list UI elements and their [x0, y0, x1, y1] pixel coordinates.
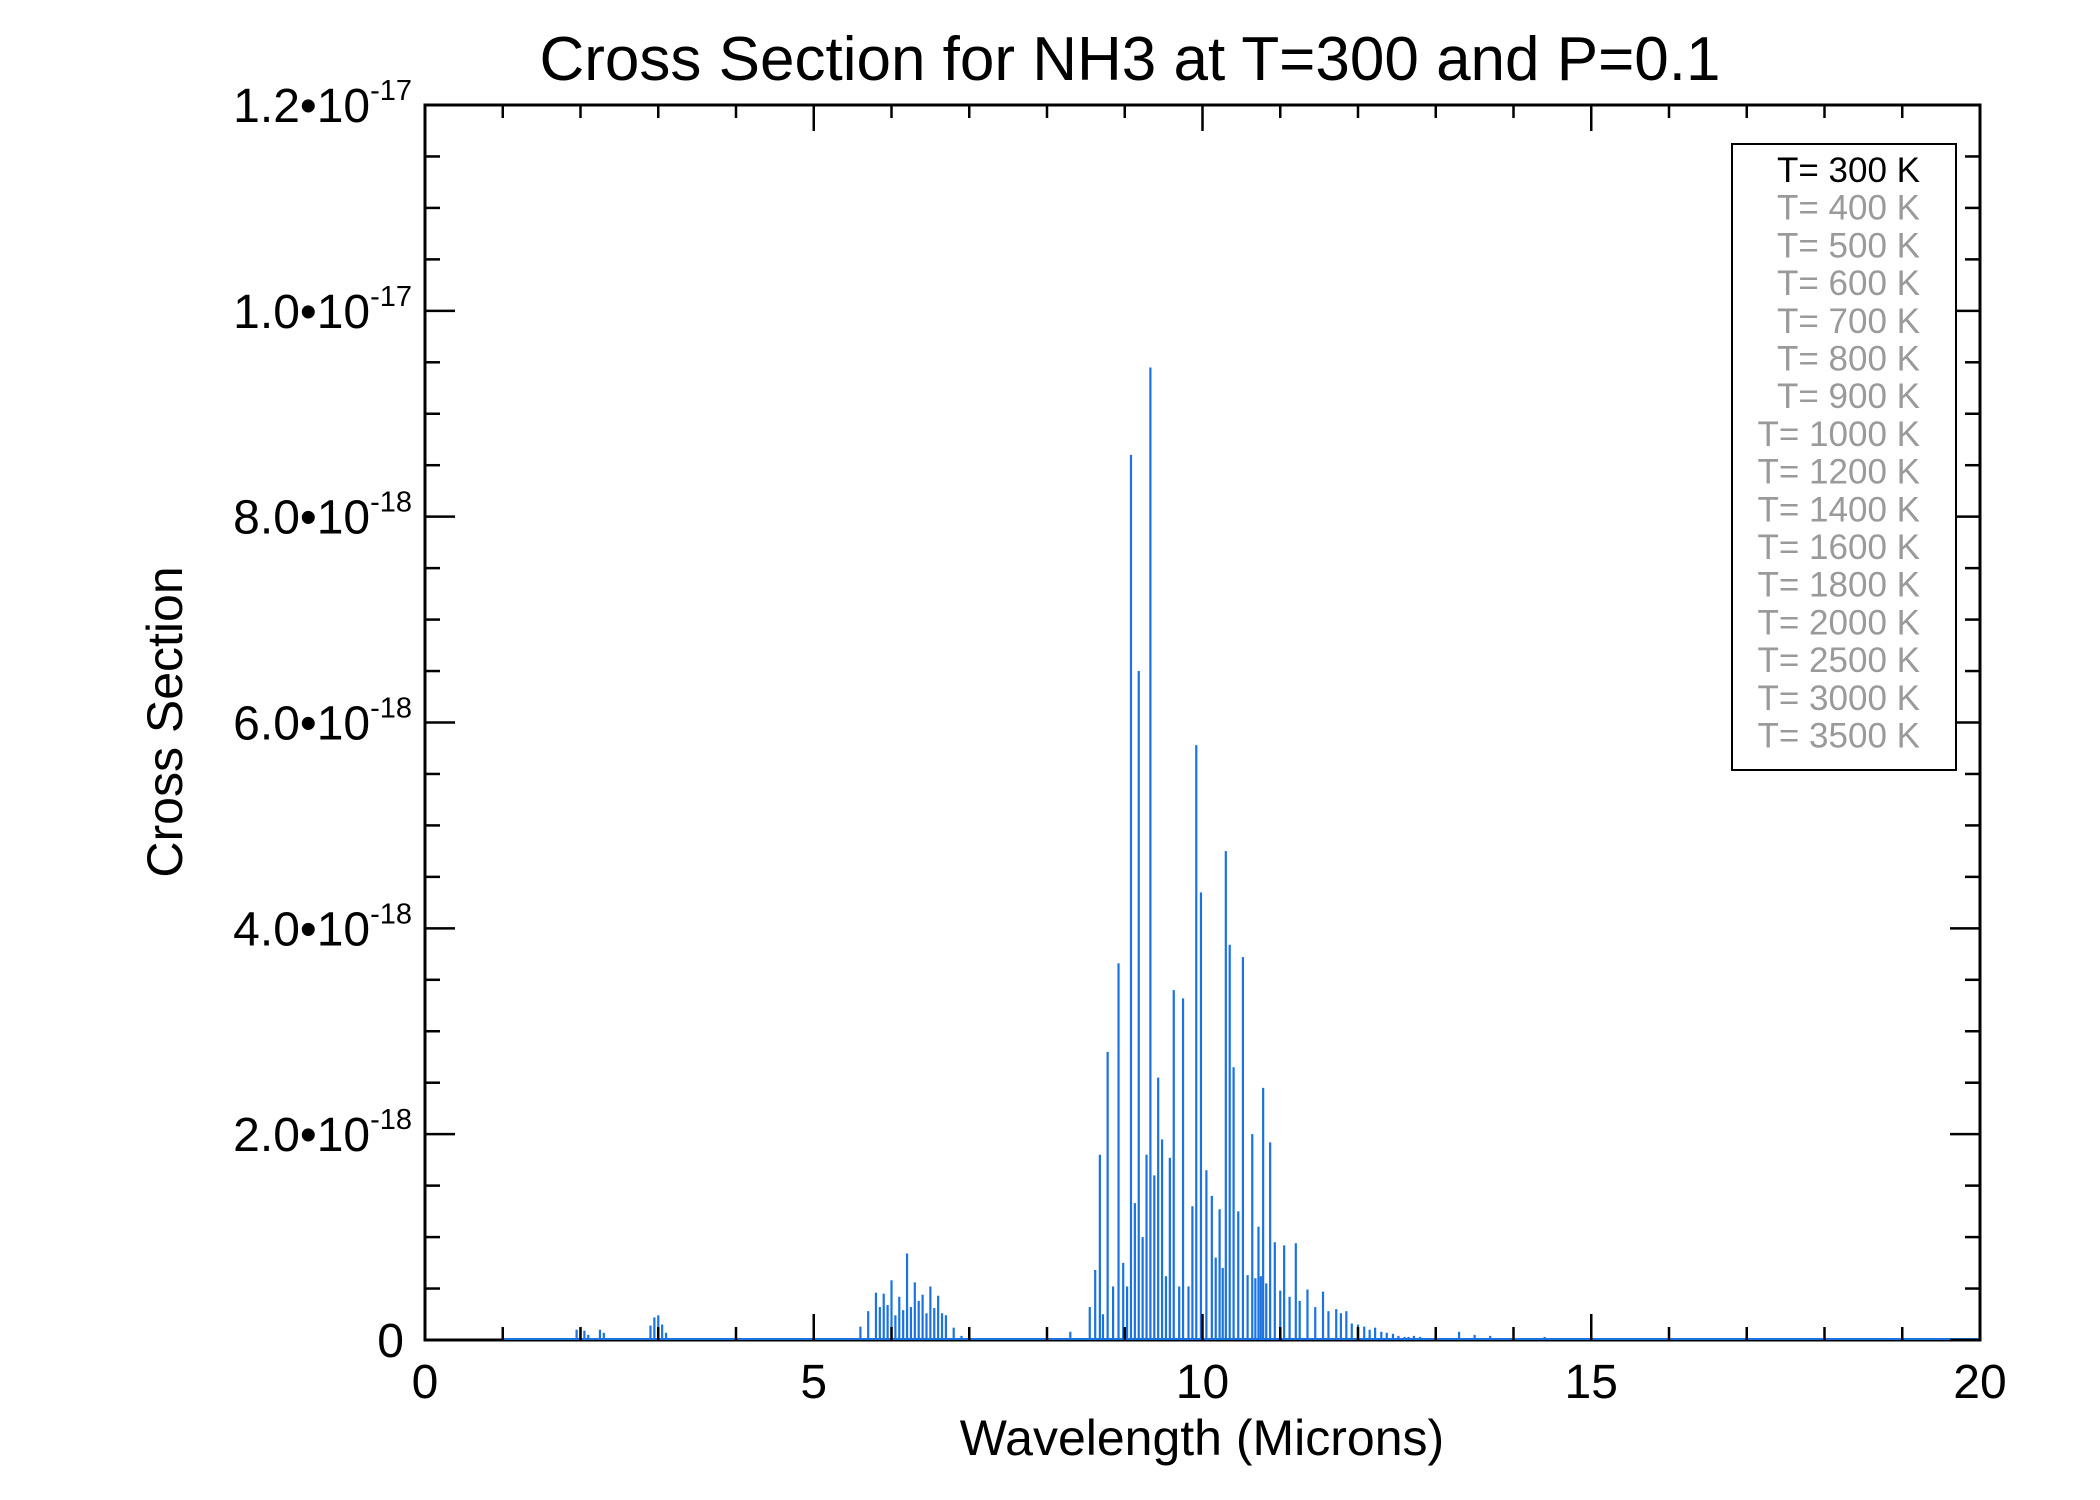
legend-entry: T= 1600 K	[1758, 528, 1920, 567]
y-axis-label: Cross Section	[137, 566, 193, 877]
chart-title: Cross Section for NH3 at T=300 and P=0.1	[540, 25, 1721, 94]
x-tick-label: 15	[1565, 1356, 1618, 1409]
x-tick-label: 0	[412, 1356, 439, 1409]
legend-entry: T= 1400 K	[1758, 490, 1920, 529]
y-tick-label: 6.0•10-18	[233, 693, 412, 751]
legend-entry: T= 1000 K	[1758, 415, 1920, 454]
legend-entry: T= 1800 K	[1758, 566, 1920, 605]
y-tick-exponent: -17	[370, 75, 412, 107]
legend-entry: T= 700 K	[1777, 302, 1920, 341]
legend-entry: T= 800 K	[1777, 340, 1920, 379]
series-group	[501, 367, 1982, 1340]
y-tick-label: 1.0•10-17	[233, 281, 412, 339]
y-tick-exponent: -18	[370, 1104, 412, 1136]
x-axis-label: Wavelength (Microns)	[960, 1410, 1444, 1466]
legend: T= 300 KT= 400 KT= 500 KT= 600 KT= 700 K…	[1731, 143, 1957, 771]
legend-entry: T= 300 K	[1777, 151, 1920, 190]
legend-entry: T= 400 K	[1777, 189, 1920, 228]
x-tick-label: 10	[1176, 1356, 1229, 1409]
x-tick-label: 5	[800, 1356, 827, 1409]
y-tick-exponent: -18	[370, 898, 412, 930]
y-tick-label: 4.0•10-18	[233, 898, 412, 956]
legend-entry: T= 2500 K	[1758, 641, 1920, 680]
y-tick-exponent: -18	[370, 487, 412, 519]
y-tick-exponent: -18	[370, 693, 412, 725]
legend-entry: T= 3500 K	[1758, 717, 1920, 756]
y-tick-label: 1.2•10-17	[233, 75, 412, 133]
legend-box	[1731, 143, 1957, 771]
legend-entry: T= 900 K	[1777, 377, 1920, 416]
legend-entry: T= 600 K	[1777, 264, 1920, 303]
y-tick-exponent: -17	[370, 281, 412, 313]
x-tick-label: 20	[1953, 1356, 2006, 1409]
legend-entry: T= 2000 K	[1758, 603, 1920, 642]
y-tick-label: 8.0•10-18	[233, 487, 412, 545]
x-axis: 0 5 10 15 20	[412, 105, 2007, 1409]
legend-entry: T= 500 K	[1777, 226, 1920, 265]
legend-entry: T= 1200 K	[1758, 453, 1920, 492]
legend-entry: T= 3000 K	[1758, 679, 1920, 718]
y-tick-label: 2.0•10-18	[233, 1104, 412, 1162]
y-tick-label: 0	[377, 1315, 404, 1368]
